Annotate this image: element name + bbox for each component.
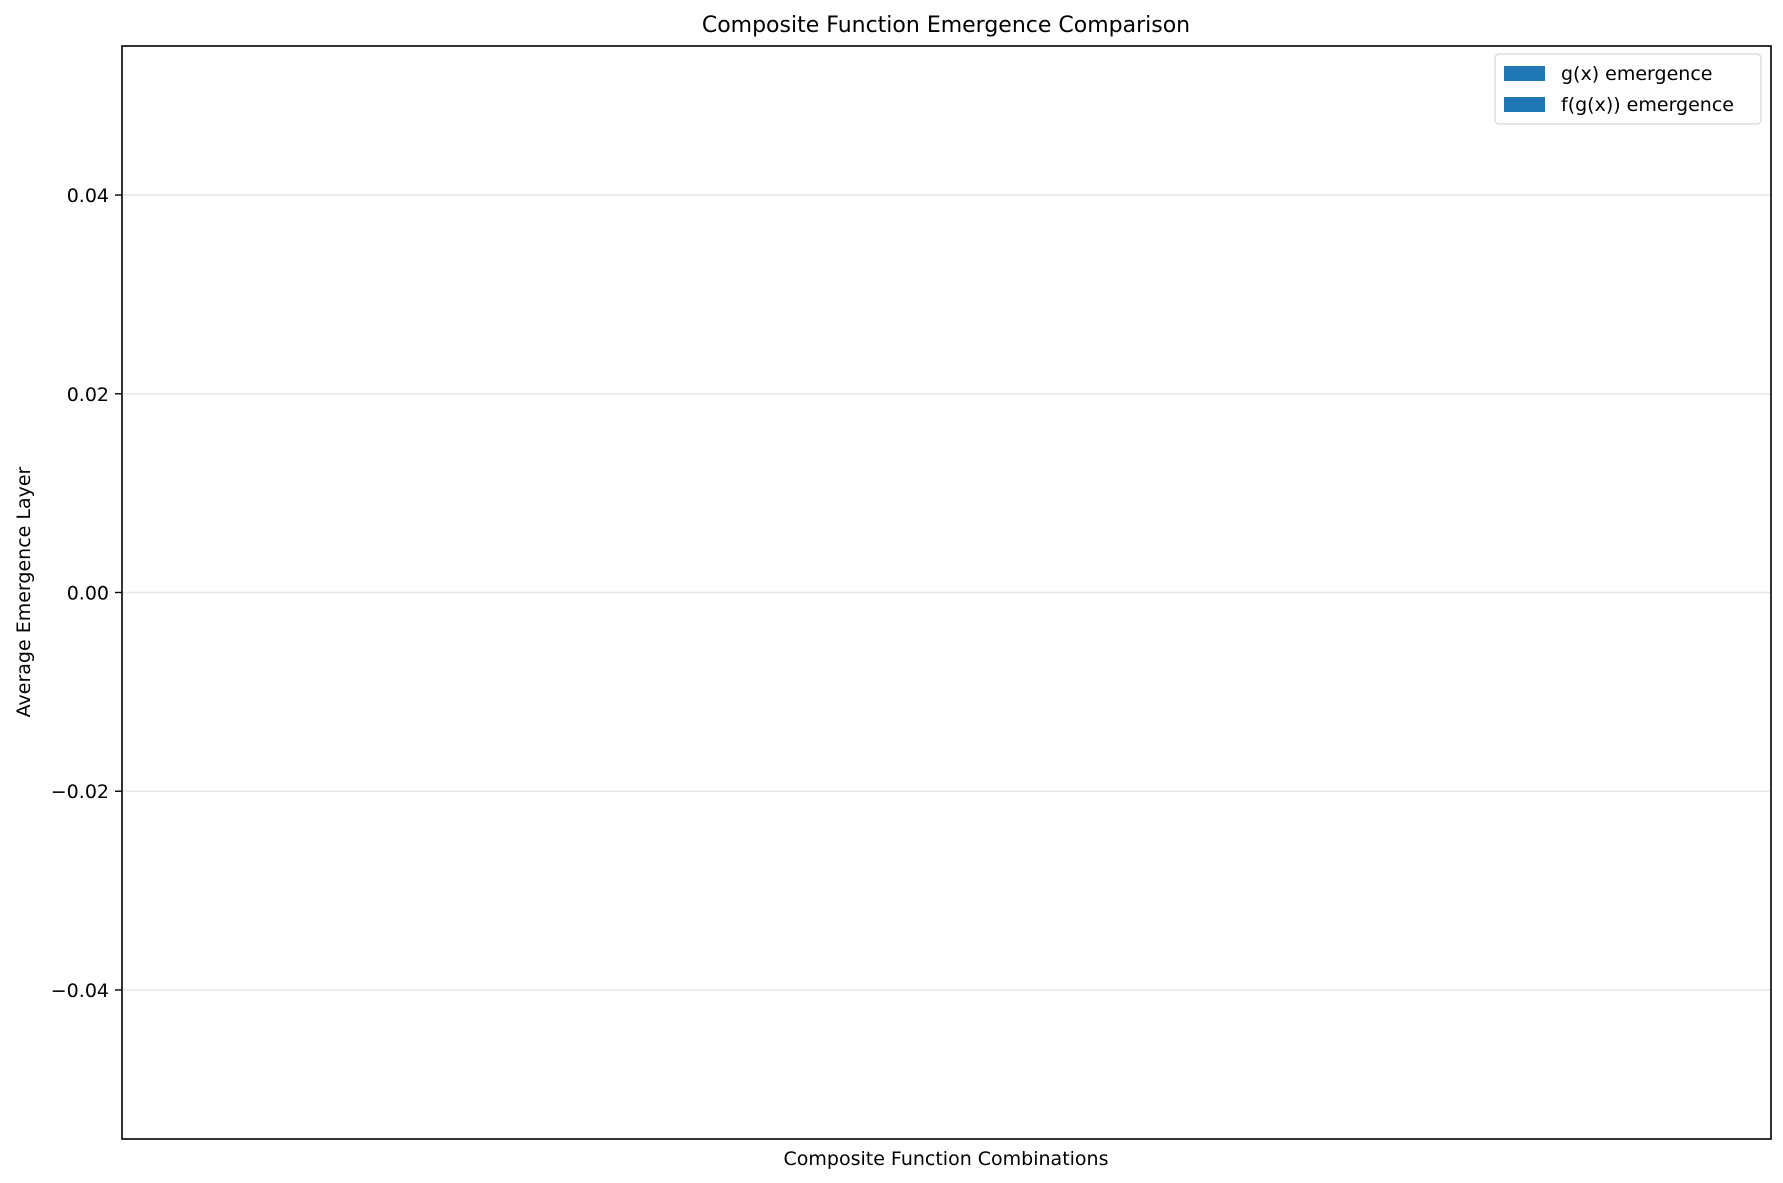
y-tick-label: −0.02	[51, 781, 109, 803]
y-tick-label: 0.02	[67, 384, 109, 406]
legend: g(x) emergence f(g(x)) emergence	[1494, 53, 1762, 125]
y-tick-label: 0.04	[67, 185, 109, 207]
x-axis-label: Composite Function Combinations	[783, 1148, 1108, 1170]
legend-swatch-fg-emergence	[1504, 97, 1545, 112]
y-tick-label: −0.04	[51, 980, 109, 1002]
y-axis-label: Average Emergence Layer	[13, 466, 35, 717]
legend-swatch-g-emergence	[1504, 66, 1545, 81]
legend-label-fg-emergence: f(g(x)) emergence	[1561, 94, 1734, 116]
y-tick-label: 0.00	[67, 583, 109, 605]
legend-box	[1494, 53, 1762, 125]
y-axis-ticks: −0.04 −0.02 0.00 0.02 0.04	[51, 185, 122, 1002]
legend-label-g-emergence: g(x) emergence	[1561, 63, 1712, 85]
chart-title: Composite Function Emergence Comparison	[702, 13, 1190, 38]
grid-lines	[122, 194, 1771, 991]
